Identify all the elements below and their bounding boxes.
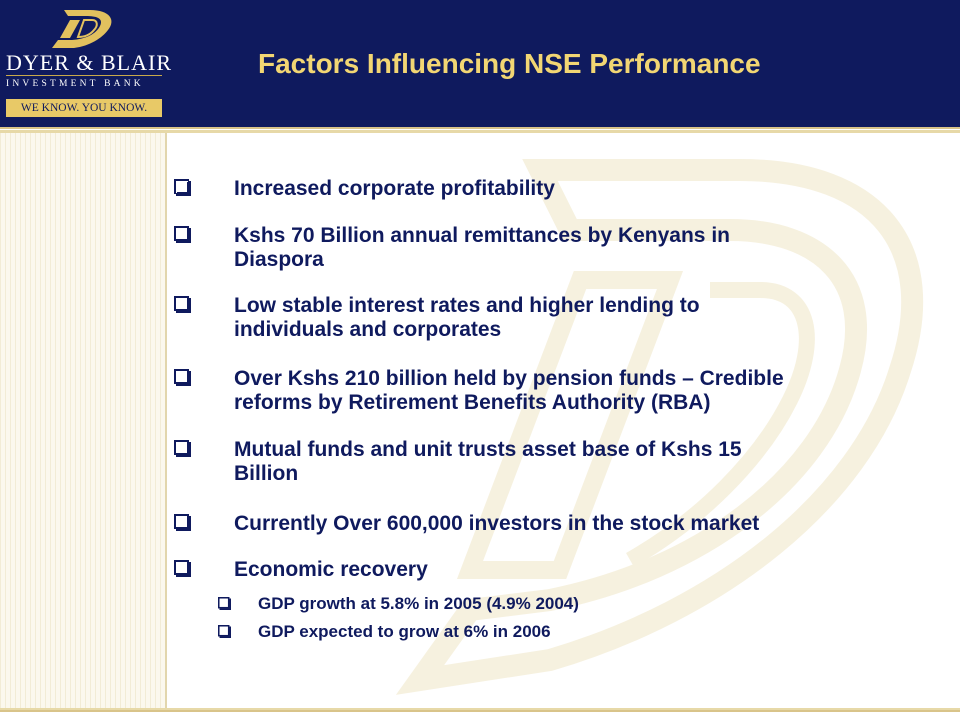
- bullet-line: Over Kshs 210 billion held by pension fu…: [234, 367, 784, 390]
- sub-bullet-line: GDP growth at 5.8% in 2005 (4.9% 2004): [258, 594, 579, 613]
- company-logo: DYER & BLAIR INVESTMENT BANK WE KNOW. YO…: [0, 0, 172, 127]
- checkbox-bullet-icon: [174, 179, 191, 196]
- logo-subtitle: INVESTMENT BANK: [6, 79, 144, 89]
- side-pattern-strip: [0, 133, 165, 708]
- bullet-line: individuals and corporates: [234, 318, 502, 341]
- checkbox-bullet-icon: [174, 369, 191, 386]
- bullet-line: Currently Over 600,000 investors in the …: [234, 512, 760, 535]
- slide-title: Factors Influencing NSE Performance: [258, 48, 761, 79]
- checkbox-bullet-icon: [218, 625, 231, 638]
- checkbox-bullet-icon: [218, 597, 231, 610]
- side-strip-edge: [165, 133, 167, 708]
- checkbox-bullet-icon: [174, 440, 191, 457]
- checkbox-bullet-icon: [174, 226, 191, 243]
- checkbox-bullet-icon: [174, 514, 191, 531]
- bullet-line: Low stable interest rates and higher len…: [234, 294, 700, 317]
- db-monogram-icon: [52, 10, 112, 48]
- bullet-line: Increased corporate profitability: [234, 177, 555, 200]
- db-watermark-icon: [395, 159, 924, 695]
- bullet-line: Diaspora: [234, 248, 324, 271]
- logo-divider: [6, 75, 162, 76]
- logo-name: DYER & BLAIR: [6, 50, 172, 75]
- bullet-line: Billion: [234, 462, 299, 485]
- checkbox-bullet-icon: [174, 560, 191, 577]
- header-divider: [0, 127, 960, 133]
- bullet-line: Mutual funds and unit trusts asset base …: [234, 438, 742, 461]
- bullet-line: Kshs 70 Billion annual remittances by Ke…: [234, 224, 730, 247]
- footer-divider: [0, 708, 960, 712]
- bullet-line: reforms by Retirement Benefits Authority…: [234, 391, 711, 414]
- bullet-line: Economic recovery: [234, 558, 428, 581]
- logo-tagline: WE KNOW. YOU KNOW.: [6, 99, 162, 117]
- sub-bullet-line: GDP expected to grow at 6% in 2006: [258, 622, 551, 641]
- checkbox-bullet-icon: [174, 296, 191, 313]
